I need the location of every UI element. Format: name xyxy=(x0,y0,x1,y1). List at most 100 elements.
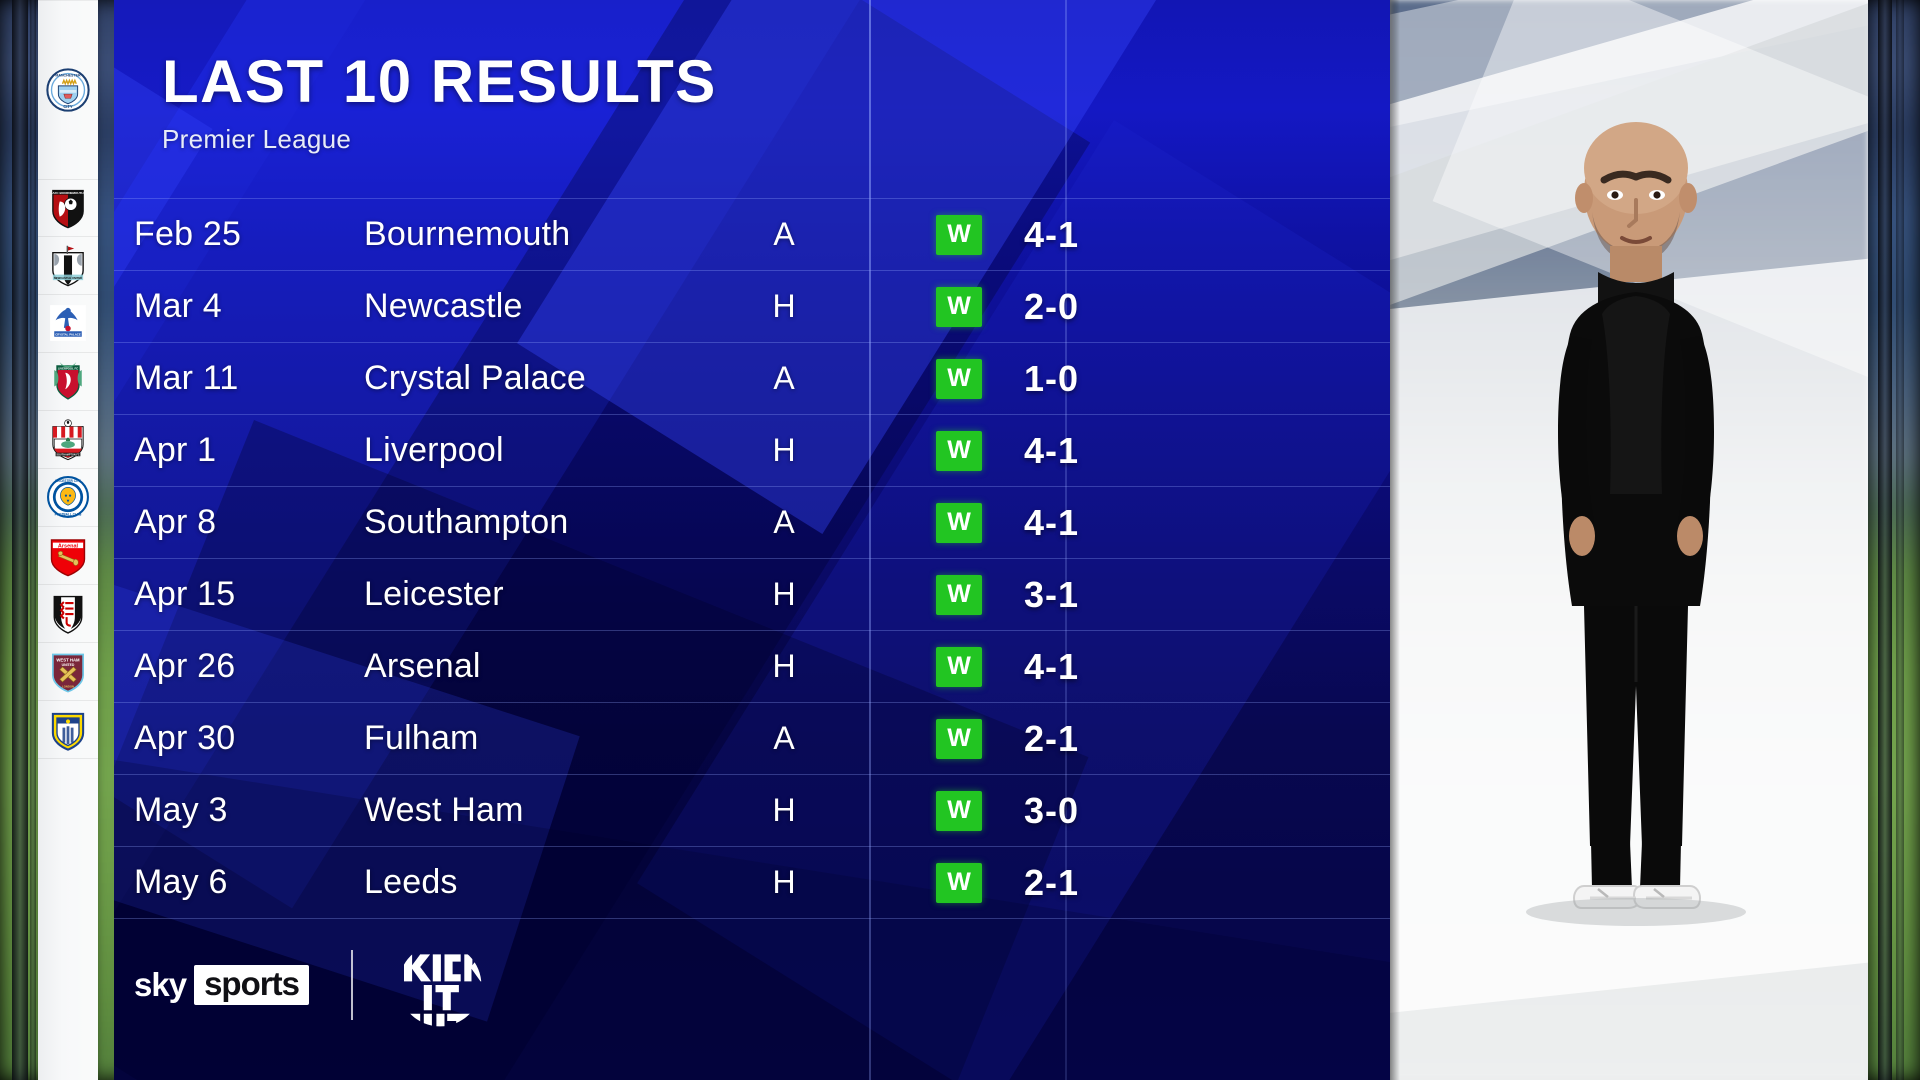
row-score: 3-0 xyxy=(1024,789,1080,831)
manager-figure xyxy=(1486,96,1786,966)
sky-wordmark: sky xyxy=(134,965,187,1003)
stadium-post-left-2 xyxy=(30,0,36,1080)
table-row[interactable]: Apr 15 Leicester H W 3-1 xyxy=(114,558,1390,630)
table-row[interactable]: Feb 25 Bournemouth A W 4-1 xyxy=(114,198,1390,270)
row-venue: H xyxy=(772,432,796,468)
crest-cell-bournemouth[interactable]: AFC BOURNEMOUTH xyxy=(38,178,98,237)
table-row[interactable]: May 6 Leeds H W 2-1 xyxy=(114,846,1390,919)
panel-background xyxy=(114,0,1390,1080)
manager-photo-panel xyxy=(1390,0,1868,1080)
svg-text:NEWCASTLE UNITED: NEWCASTLE UNITED xyxy=(54,276,82,280)
stadium-post-right xyxy=(1878,0,1892,1080)
row-team: Leicester xyxy=(364,575,504,613)
fulham-crest xyxy=(46,591,90,635)
row-date: Mar 11 xyxy=(134,359,239,397)
footer-logos: sky sports xyxy=(134,940,485,1030)
crest-cell-west-ham[interactable]: WEST HAM UNITED LONDON xyxy=(38,642,98,701)
table-row[interactable]: Apr 8 Southampton A W 4-1 xyxy=(114,486,1390,558)
svg-text:AFC BOURNEMOUTH: AFC BOURNEMOUTH xyxy=(52,191,83,195)
row-team: Liverpool xyxy=(364,431,504,469)
crest-cell-crystal-palace[interactable]: CRYSTAL PALACE xyxy=(38,294,98,353)
results-table: Feb 25 Bournemouth A W 4-1 Mar 4 Newcast… xyxy=(114,198,1390,919)
row-date: Apr 15 xyxy=(134,575,236,613)
row-score: 4-1 xyxy=(1024,645,1080,687)
crest-cell-leicester[interactable]: LEICESTER CITY FOOTBALL CLUB xyxy=(38,468,98,527)
svg-text:CITY: CITY xyxy=(63,104,73,109)
table-row[interactable]: Apr 26 Arsenal H W 4-1 xyxy=(114,630,1390,702)
row-team: West Ham xyxy=(364,791,524,829)
table-row[interactable]: Mar 4 Newcastle H W 2-0 xyxy=(114,270,1390,342)
row-team: Newcastle xyxy=(364,287,523,325)
bournemouth-crest: AFC BOURNEMOUTH xyxy=(46,185,90,229)
stadium-post-right-2 xyxy=(1896,0,1904,1080)
svg-text:CRYSTAL PALACE: CRYSTAL PALACE xyxy=(55,332,81,336)
svg-text:SOUTHAMPTON FC: SOUTHAMPTON FC xyxy=(56,454,79,457)
row-outcome-badge: W xyxy=(936,358,982,399)
table-row[interactable]: May 3 West Ham H W 3-0 xyxy=(114,774,1390,846)
row-team: Southampton xyxy=(364,503,569,541)
svg-text:Arsenal: Arsenal xyxy=(58,543,79,549)
table-row[interactable]: Apr 1 Liverpool H W 4-1 xyxy=(114,414,1390,486)
southampton-crest: SOUTHAMPTON FC xyxy=(46,417,90,461)
panel-vertical-divider xyxy=(869,0,871,1080)
row-team: Crystal Palace xyxy=(364,359,586,397)
row-date: Apr 8 xyxy=(134,503,217,541)
row-score: 4-1 xyxy=(1024,501,1080,543)
row-venue: H xyxy=(772,648,796,684)
west-ham-crest: WEST HAM UNITED LONDON xyxy=(46,649,90,693)
crest-cell-arsenal[interactable]: Arsenal xyxy=(38,526,98,585)
leeds-crest xyxy=(46,707,90,751)
table-row[interactable]: Apr 30 Fulham A W 2-1 xyxy=(114,702,1390,774)
row-venue: A xyxy=(773,504,795,540)
svg-text:WEST HAM: WEST HAM xyxy=(56,657,80,662)
sky-sports-logo: sky sports xyxy=(134,964,309,1006)
panel-header: LAST 10 RESULTS Premier League xyxy=(162,52,1062,155)
table-row[interactable]: Mar 11 Crystal Palace A W 1-0 xyxy=(114,342,1390,414)
row-score: 3-1 xyxy=(1024,573,1080,615)
kick-it-out-logo xyxy=(395,940,485,1030)
crest-cell-leeds[interactable] xyxy=(38,700,98,759)
crest-cell-liverpool[interactable]: LIVERPOOL FC xyxy=(38,352,98,411)
row-score: 2-1 xyxy=(1024,861,1080,903)
page-subtitle: Premier League xyxy=(162,124,352,154)
row-outcome-badge: W xyxy=(936,862,982,903)
row-date: Apr 1 xyxy=(134,431,217,469)
row-venue: H xyxy=(772,288,796,324)
row-score: 2-0 xyxy=(1024,285,1080,327)
crest-cell-newcastle[interactable]: NEWCASTLE UNITED xyxy=(38,236,98,295)
row-score: 2-1 xyxy=(1024,717,1080,759)
liverpool-crest: LIVERPOOL FC xyxy=(46,359,90,403)
row-outcome-badge: W xyxy=(936,502,982,543)
row-date: Apr 26 xyxy=(134,647,236,685)
panel-vertical-divider-2 xyxy=(1065,0,1067,1080)
row-date: Mar 4 xyxy=(134,287,222,325)
row-team: Leeds xyxy=(364,863,458,901)
sports-wordmark: sports xyxy=(194,964,309,1006)
panel-right-edge-shadow xyxy=(1868,0,1880,1080)
team-crest-rail: MANCHESTER CITY AFC BOURNEMOUTH xyxy=(38,0,98,1080)
row-outcome-badge: W xyxy=(936,646,982,687)
crystal-palace-crest: CRYSTAL PALACE xyxy=(46,301,90,345)
photo-left-edge-shadow xyxy=(1390,0,1400,1080)
svg-text:LEICESTER CITY: LEICESTER CITY xyxy=(55,479,82,483)
crest-cell-southampton[interactable]: SOUTHAMPTON FC xyxy=(38,410,98,469)
stadium-post-left xyxy=(12,0,28,1080)
crest-cell-man-city[interactable]: MANCHESTER CITY xyxy=(38,0,98,180)
row-venue: H xyxy=(772,792,796,828)
row-venue: H xyxy=(772,576,796,612)
svg-text:LONDON: LONDON xyxy=(62,685,74,689)
svg-text:MANCHESTER: MANCHESTER xyxy=(55,73,81,77)
row-venue: A xyxy=(773,216,795,252)
results-panel: LAST 10 RESULTS Premier League Feb 25 Bo… xyxy=(114,0,1390,1080)
row-venue: H xyxy=(772,864,796,900)
crest-cell-fulham[interactable] xyxy=(38,584,98,643)
row-score: 1-0 xyxy=(1024,357,1080,399)
arsenal-crest: Arsenal xyxy=(46,533,90,577)
row-team: Arsenal xyxy=(364,647,481,685)
row-date: Feb 25 xyxy=(134,215,242,253)
row-outcome-badge: W xyxy=(936,430,982,471)
row-team: Fulham xyxy=(364,719,479,757)
newcastle-crest: NEWCASTLE UNITED xyxy=(46,243,90,287)
row-score: 4-1 xyxy=(1024,213,1080,255)
